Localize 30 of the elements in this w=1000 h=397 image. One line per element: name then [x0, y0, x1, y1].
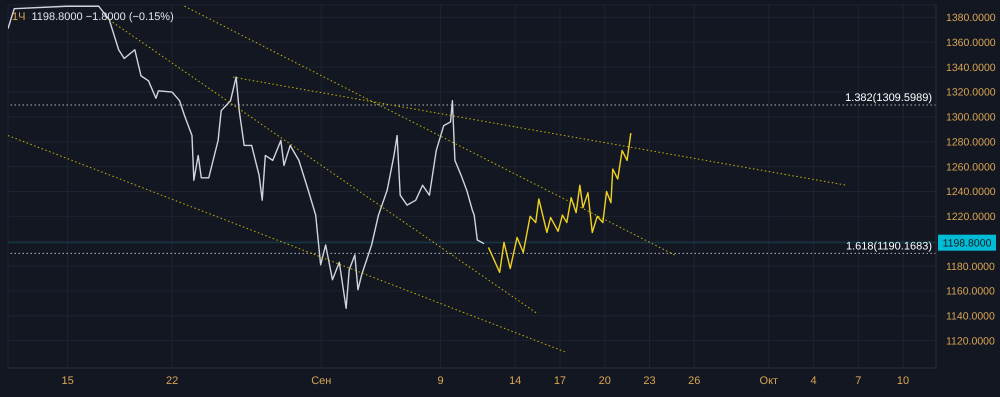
y-tick-label: 1340.0000: [946, 62, 996, 74]
y-tick-label: 1140.0000: [946, 310, 996, 323]
ref-line-label: 1198.8000: [942, 238, 992, 250]
ref-line-label: 1.618(1190.1683): [846, 240, 932, 252]
x-tick-label: 14: [509, 374, 522, 387]
x-tick-label: Сен: [311, 374, 332, 387]
y-tick-label: 1220.0000: [946, 211, 996, 224]
y-tick-label: 1260.0000: [946, 161, 996, 174]
x-tick-label: 17: [554, 374, 566, 387]
text: 1Ч: [12, 11, 26, 23]
x-tick-label: 10: [896, 374, 910, 387]
x-tick-label: Окт: [760, 374, 778, 387]
x-tick-label: 4: [810, 374, 817, 387]
y-tick-label: 1240.0000: [946, 186, 996, 198]
y-tick-label: 1160.0000: [946, 286, 996, 298]
y-tick-label: 1120.0000: [946, 335, 996, 348]
y-tick-label: 1280.0000: [946, 136, 996, 148]
y-tick-label: 1360.0000: [946, 37, 996, 50]
x-tick-label: 26: [688, 374, 700, 387]
x-tick-label: 22: [166, 374, 178, 387]
x-tick-label: 20: [598, 374, 611, 387]
x-tick-label: 15: [62, 374, 74, 387]
x-tick-label: 7: [855, 374, 862, 387]
y-tick-label: 1180.0000: [946, 260, 996, 273]
y-tick-label: 1320.0000: [946, 86, 996, 99]
y-tick-label: 1300.0000: [946, 112, 996, 124]
y-tick-label: 1380.0000: [946, 12, 996, 24]
x-tick-label: 23: [643, 374, 656, 387]
x-tick-label: 9: [438, 374, 444, 387]
ref-line-label: 1.382(1309.5989): [845, 92, 932, 104]
